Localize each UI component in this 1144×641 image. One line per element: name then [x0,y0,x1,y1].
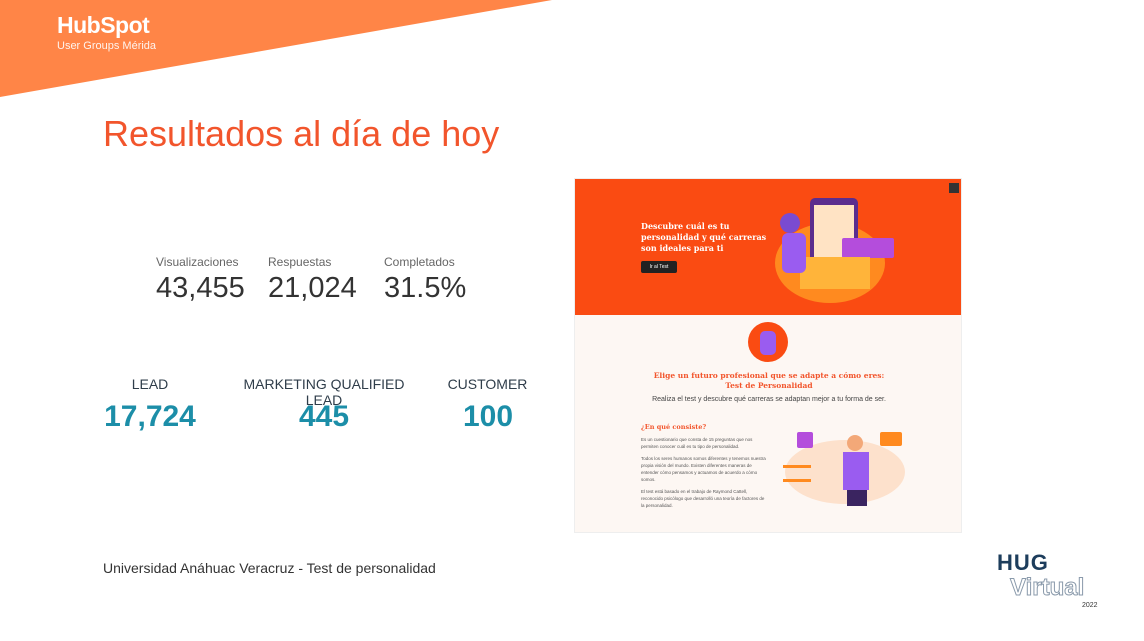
info-section: Elige un futuro profesional que se adapt… [575,315,961,532]
lifecycle-value: 17,724 [104,400,196,433]
hubspot-logo: HubSpot [57,12,150,38]
metric-label: Respuestas [268,255,332,269]
footer-caption: Universidad Anáhuac Veracruz - Test de p… [103,560,436,576]
man-illustration [783,432,905,506]
lifecycle-label: MARKETING QUALIFIED LEAD [243,376,405,408]
heading-line1: Elige un futuro profesional que se adapt… [653,371,885,380]
lifecycle-label: LEAD [131,376,169,392]
slide-title: Resultados al día de hoy [103,113,500,154]
metric-value: 31.5% [384,272,467,304]
paragraph: Es un cuestionario que consta de 15 preg… [641,437,753,449]
hero-section: Descubre cuál es tu personalidad y qué c… [575,179,961,315]
logo-subtitle: User Groups Mérida [57,40,157,52]
logo-year: 2022 [1082,602,1098,609]
avatar-illustration [748,322,788,362]
subsection-title: ¿En qué consiste? [641,423,707,431]
hero-text: Descubre cuál es tu personalidad y qué c… [641,221,767,253]
metric-value: 43,455 [156,272,245,304]
section-subtitle: Realiza el test y descubre qué carreras … [652,396,886,403]
lifecycle-value: 100 [462,400,514,433]
test-button: Ir al Test [641,261,677,273]
heading-line2: Test de Personalidad [725,381,813,390]
paragraph-column: Es un cuestionario que consta de 15 preg… [641,436,766,509]
header-banner [0,0,552,97]
hug-logo: HUG [997,550,1049,575]
lifecycle-value: 445 [298,400,350,433]
landing-page-screenshot: Descubre cuál es tu personalidad y qué c… [574,178,962,533]
metric-value: 21,024 [268,272,357,304]
metric-label: Visualizaciones [156,255,239,269]
lifecycle-label: CUSTOMER [447,376,528,392]
hero-illustration [775,198,894,303]
paragraph: El test está basado en el trabajo de Ray… [641,489,765,508]
corner-icon [949,183,959,193]
metric-label: Completados [384,255,455,269]
virtual-logo: Virtual [1009,574,1085,601]
paragraph: Todos los seres humanos somos diferentes… [641,456,766,482]
section-heading: Elige un futuro profesional que se adapt… [575,371,961,391]
